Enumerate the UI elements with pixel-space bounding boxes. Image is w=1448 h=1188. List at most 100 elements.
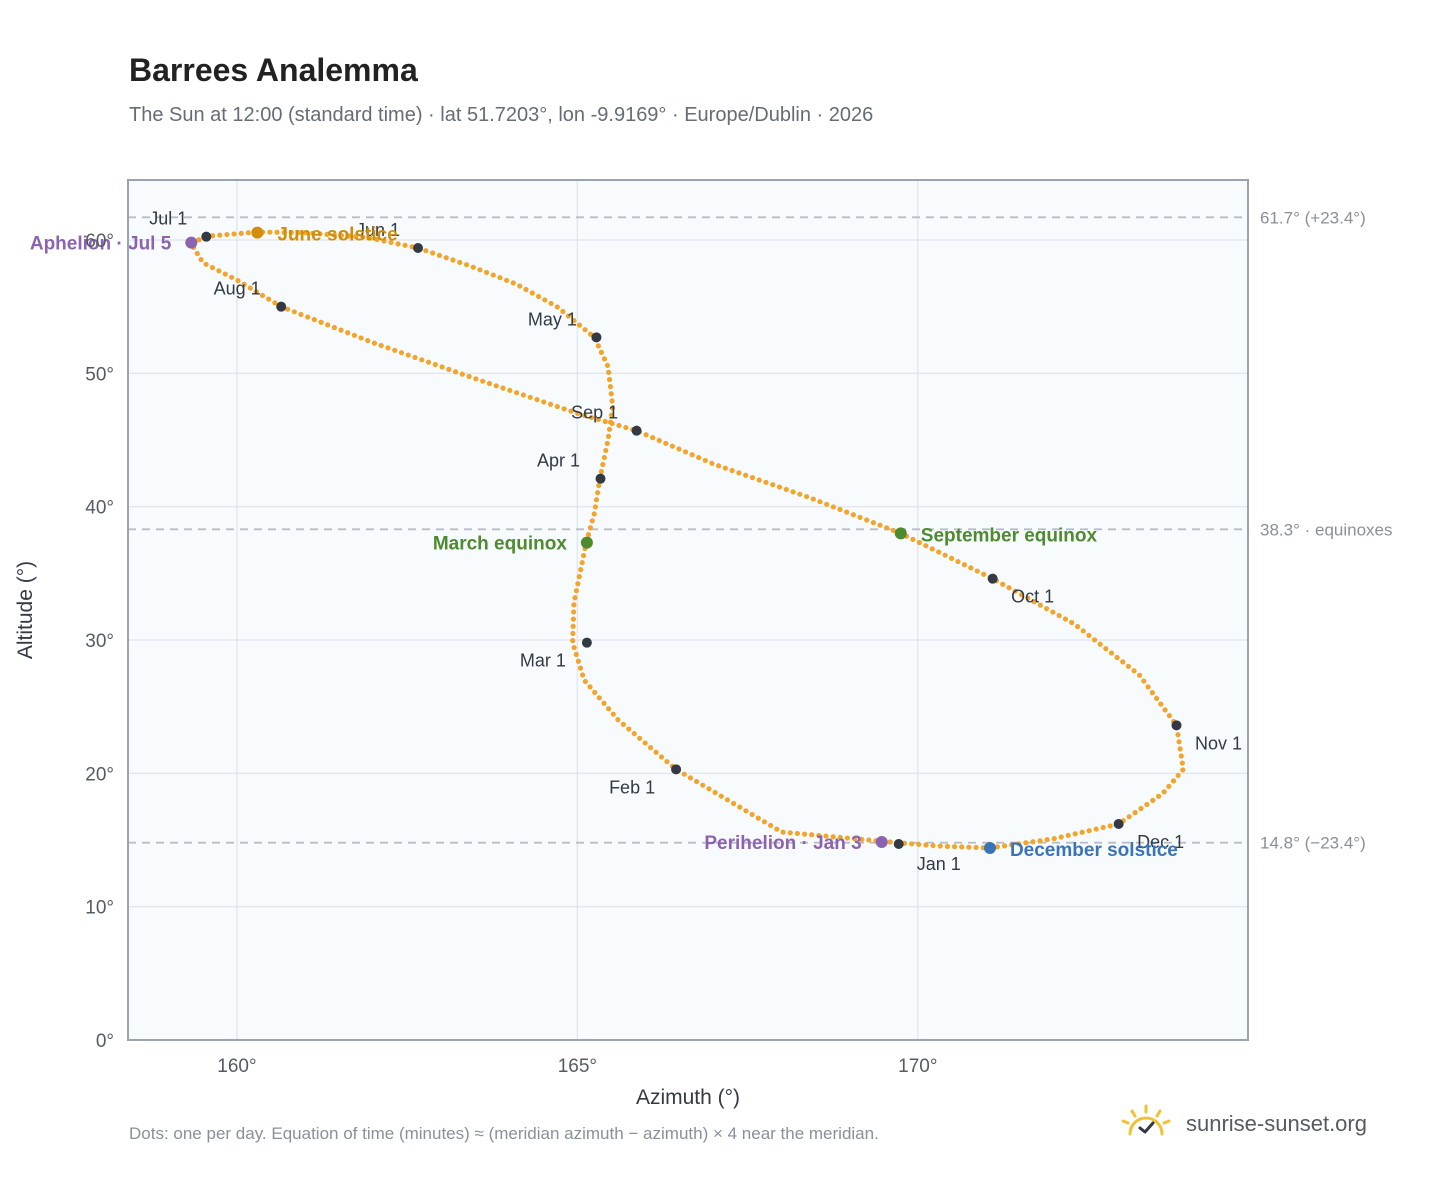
- day-dot: [439, 364, 445, 370]
- day-dot: [1145, 684, 1151, 690]
- day-dot: [259, 292, 266, 299]
- day-dot: [608, 391, 614, 397]
- day-dot: [884, 525, 890, 531]
- day-dot: [961, 562, 968, 568]
- month-marker: [631, 425, 642, 436]
- day-dot: [535, 293, 542, 300]
- chart-subtitle: The Sun at 12:00 (standard time) · lat 5…: [129, 104, 874, 126]
- day-dot: [587, 684, 593, 690]
- day-dot: [345, 330, 351, 336]
- event-label: Perihelion · Jan 3: [704, 833, 861, 854]
- day-dot: [378, 342, 384, 349]
- day-dot: [450, 257, 456, 263]
- day-dot: [942, 552, 948, 558]
- day-dot: [575, 581, 581, 587]
- event-marker: [983, 842, 996, 854]
- day-dot: [241, 281, 247, 287]
- day-dot: [1091, 637, 1098, 643]
- day-dot: [616, 422, 622, 429]
- day-dot: [402, 242, 408, 248]
- day-dot: [493, 383, 499, 389]
- day-dot: [1012, 588, 1018, 594]
- day-dot: [837, 506, 843, 513]
- day-dot: [541, 399, 547, 405]
- day-dot: [267, 229, 273, 235]
- day-dot: [600, 461, 606, 468]
- day-dot: [637, 735, 643, 741]
- day-dot: [253, 289, 260, 295]
- day-dot: [1162, 707, 1168, 713]
- day-dot: [353, 233, 359, 240]
- day-dot: [466, 373, 472, 380]
- day-dot: [596, 695, 602, 701]
- day-dot: [443, 255, 449, 261]
- day-dot: [570, 638, 576, 644]
- day-dot: [1141, 678, 1147, 684]
- day-dot: [824, 501, 830, 507]
- day-dot: [681, 771, 687, 777]
- day-dot: [694, 778, 700, 785]
- event-marker: [580, 536, 593, 549]
- day-dot: [959, 844, 965, 850]
- day-dot: [974, 568, 980, 574]
- day-dot: [570, 616, 576, 622]
- day-dot: [570, 630, 576, 637]
- day-dot: [850, 512, 856, 518]
- day-dot: [916, 841, 922, 848]
- day-dot: [576, 574, 582, 580]
- brand-name: sunrise-sunset.org: [1186, 1110, 1367, 1136]
- day-dot: [497, 275, 503, 281]
- day-dot: [1161, 789, 1167, 795]
- day-dot: [780, 829, 786, 835]
- day-dot: [615, 717, 621, 723]
- day-dot: [794, 830, 801, 837]
- y-tick-label: 30°: [85, 631, 114, 652]
- day-dot: [631, 731, 637, 737]
- month-label: Jul 1: [149, 209, 187, 229]
- day-dot: [1150, 797, 1156, 803]
- day-dot: [887, 839, 893, 845]
- month-marker: [581, 637, 592, 648]
- day-dot: [210, 233, 216, 239]
- day-dot: [602, 418, 608, 425]
- day-dot: [790, 489, 796, 495]
- day-dot: [1086, 828, 1092, 834]
- event-marker: [894, 527, 907, 540]
- day-dot: [266, 296, 272, 302]
- day-dot: [604, 362, 611, 369]
- day-dot: [1107, 823, 1113, 829]
- day-dot: [1018, 592, 1025, 598]
- day-dot: [658, 754, 665, 760]
- day-dot: [1000, 581, 1006, 587]
- day-dot: [749, 475, 756, 481]
- day-dot: [606, 369, 612, 376]
- day-dot: [770, 482, 776, 488]
- day-dot: [457, 259, 463, 265]
- day-dot: [1100, 824, 1106, 831]
- day-dot: [929, 546, 935, 552]
- brand[interactable]: sunrise-sunset.org: [1120, 1104, 1367, 1143]
- day-dot: [587, 525, 593, 531]
- day-dot: [423, 248, 429, 254]
- day-dot: [295, 229, 302, 236]
- day-dot: [523, 286, 529, 293]
- x-tick-label: 170°: [898, 1056, 937, 1077]
- day-dot: [303, 230, 309, 236]
- day-dot: [325, 322, 331, 328]
- day-dot: [596, 482, 602, 489]
- y-tick-label: 10°: [85, 898, 114, 919]
- day-dot: [709, 460, 715, 466]
- day-dot: [1037, 838, 1043, 844]
- day-dot: [222, 271, 228, 277]
- month-label: Feb 1: [609, 777, 655, 797]
- day-dot: [224, 231, 230, 238]
- day-dot: [571, 609, 577, 615]
- day-dot: [1125, 663, 1132, 669]
- month-marker: [413, 243, 424, 253]
- day-dot: [593, 497, 600, 503]
- day-dot: [560, 308, 566, 315]
- month-marker: [671, 764, 682, 775]
- day-dot: [570, 623, 576, 629]
- day-dot: [1149, 690, 1155, 696]
- day-dot: [923, 842, 929, 848]
